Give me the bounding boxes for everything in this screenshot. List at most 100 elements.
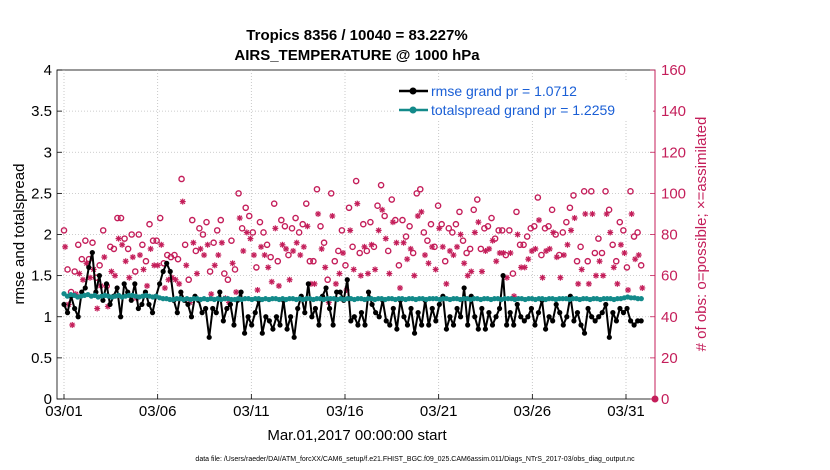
obs-assimilated-point — [357, 272, 364, 279]
obs-possible-point — [281, 222, 289, 230]
obs-assimilated-point — [368, 241, 375, 248]
obs-possible-point — [577, 243, 584, 251]
rmse-point — [355, 322, 361, 328]
rmse-point — [578, 322, 584, 328]
obs-possible-point — [213, 227, 221, 234]
rmse-point — [419, 322, 425, 328]
obs-assimilated-point — [79, 276, 86, 283]
rmse-point — [546, 314, 552, 320]
obs-assimilated-point — [432, 266, 439, 273]
rmse-point — [358, 310, 365, 316]
y-axis-label-right: # of obs: o=possible; ×=assimilated — [693, 117, 710, 352]
obs-possible-point — [228, 237, 235, 244]
obs-assimilated-point — [397, 284, 404, 291]
rmse-point — [82, 285, 88, 291]
rmse-point — [631, 322, 637, 328]
obs-possible-point — [438, 220, 445, 228]
rmse-point — [135, 305, 141, 312]
obs-assimilated-point — [521, 264, 528, 271]
rmse-point — [312, 305, 319, 312]
obs-assimilated-point — [585, 280, 592, 287]
obs-possible-point — [320, 239, 328, 247]
y-tick-label-left: 4 — [44, 62, 52, 79]
obs-assimilated-point — [421, 252, 428, 259]
obs-possible-point — [224, 276, 232, 284]
rmse-point — [532, 322, 538, 328]
obs-assimilated-point — [83, 260, 90, 267]
obs-assimilated-point — [557, 274, 564, 281]
obs-possible-point — [221, 270, 228, 277]
rmse-point — [394, 326, 400, 332]
obs-assimilated-point — [69, 321, 76, 328]
obs-assimilated-point — [62, 243, 69, 250]
obs-possible-point — [267, 253, 274, 261]
obs-possible-point — [285, 251, 292, 259]
rmse-point — [75, 314, 81, 320]
obs-possible-point — [260, 229, 267, 236]
obs-assimilated-point — [535, 217, 542, 224]
obs-possible-point — [352, 177, 360, 185]
y-tick-label-right: 120 — [661, 144, 686, 161]
obs-assimilated-point — [468, 268, 475, 275]
obs-assimilated-point — [425, 260, 432, 267]
obs-possible-point — [627, 188, 634, 195]
rmse-point — [454, 305, 460, 312]
rmse-point — [309, 314, 315, 320]
obs-assimilated-point — [190, 239, 197, 246]
obs-assimilated-point — [389, 219, 396, 226]
obs-possible-point — [441, 257, 449, 265]
y-axis-label-left: rmse and totalspread — [11, 164, 28, 305]
obs-possible-point — [513, 208, 520, 216]
obs-assimilated-point — [354, 200, 361, 207]
rmse-point — [553, 301, 559, 308]
rmse-point — [401, 314, 407, 320]
rmse-point — [404, 322, 411, 328]
obs-possible-point — [149, 237, 157, 244]
rmse-point — [365, 289, 372, 295]
obs-possible-point — [131, 268, 139, 275]
obs-possible-point — [89, 239, 96, 247]
rmse-point — [493, 314, 499, 320]
rmse-point — [107, 301, 113, 308]
obs-possible-point — [206, 268, 214, 275]
rmse-point — [472, 314, 478, 320]
obs-possible-point — [473, 196, 481, 203]
obs-assimilated-point — [236, 215, 243, 222]
obs-assimilated-point — [461, 260, 468, 267]
obs-assimilated-point — [575, 280, 582, 287]
rmse-point — [564, 314, 570, 320]
obs-assimilated-point — [600, 272, 607, 279]
obs-possible-point — [110, 245, 118, 253]
obs-possible-point — [185, 276, 192, 284]
obs-assimilated-point — [340, 250, 347, 257]
obs-assimilated-point — [183, 262, 190, 269]
rmse-point — [613, 318, 620, 324]
obs-possible-point — [395, 262, 403, 269]
rmse-point — [390, 305, 396, 312]
obs-possible-point — [139, 241, 146, 249]
legend-spread-label: totalspread grand pr = 1.2259 — [431, 102, 615, 118]
obs-assimilated-point — [610, 264, 617, 271]
rmse-point — [139, 301, 145, 308]
rmse-point — [337, 289, 343, 295]
y-tick-label-right: 60 — [661, 268, 678, 285]
obs-possible-point — [349, 243, 356, 251]
rmse-point — [433, 318, 439, 324]
obs-assimilated-point — [500, 250, 507, 257]
y-tick-label-left: 2.5 — [31, 185, 52, 202]
obs-possible-point — [263, 241, 271, 249]
obs-possible-point — [534, 194, 542, 201]
obs-possible-point — [171, 251, 178, 259]
obs-assimilated-point — [443, 280, 450, 287]
obs-assimilated-point — [632, 256, 639, 263]
y-tick-label-right: 160 — [661, 62, 686, 79]
obs-assimilated-point — [571, 215, 578, 222]
obs-possible-point — [434, 202, 442, 210]
obs-possible-point — [598, 249, 606, 257]
obs-possible-point — [242, 204, 250, 212]
obs-assimilated-point — [539, 274, 546, 281]
obs-assimilated-point — [129, 254, 136, 261]
obs-possible-point — [117, 214, 125, 222]
obs-possible-point — [99, 227, 107, 234]
rmse-point — [61, 301, 67, 308]
